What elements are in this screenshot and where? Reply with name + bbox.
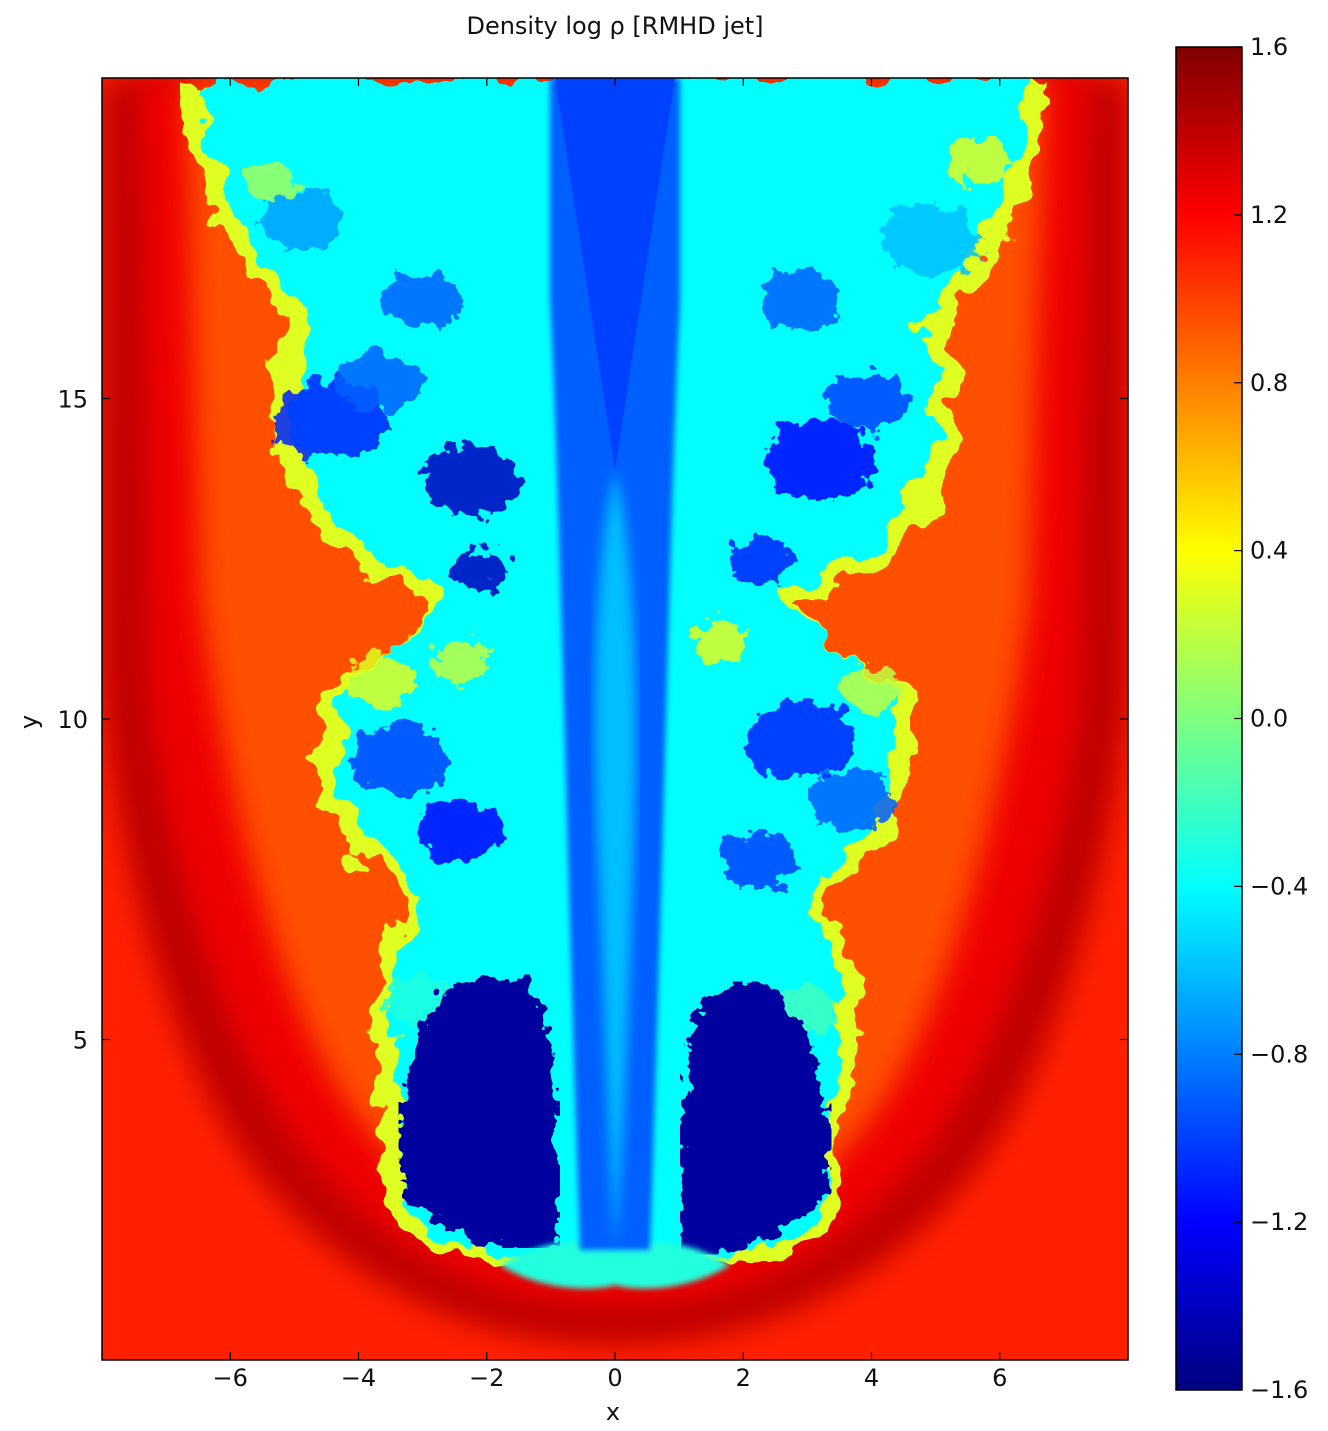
jet-head-cavity-right [680, 981, 832, 1255]
eddy [421, 445, 519, 515]
jet-recollimation [595, 470, 636, 1250]
colorbar: 1.6 1.2 0.8 0.4 0.0 −0.4 −0.8 −1.2 −1.6 [1175, 33, 1308, 1404]
colorbar-tick-label: 1.2 [1250, 201, 1288, 229]
colorbar-tick-label: 1.6 [1250, 33, 1288, 61]
colorbar-tick-label: −1.2 [1250, 1208, 1308, 1236]
x-axis-label: x [605, 1398, 621, 1426]
colorbar-tick-label: −1.6 [1250, 1376, 1308, 1404]
eddy [338, 350, 422, 410]
eddy [764, 420, 876, 500]
eddy [351, 725, 449, 795]
eddy [758, 270, 842, 330]
jet-head-cavity-left [398, 974, 560, 1248]
eddy [429, 638, 491, 682]
chart-title: Density log ρ [RMHD jet] [466, 12, 764, 40]
colorbar-gradient [1175, 46, 1243, 1391]
eddy [380, 272, 460, 328]
eddy [828, 370, 912, 430]
eddy [729, 538, 791, 582]
x-tick-label: −6 [213, 1364, 248, 1392]
x-tick-label: 6 [992, 1364, 1007, 1392]
x-tick-label: −2 [469, 1364, 504, 1392]
eddy [692, 620, 748, 660]
eddy [744, 700, 856, 780]
eddy [418, 800, 502, 860]
colorbar-tick-label: −0.4 [1250, 872, 1308, 900]
x-tick-label: 2 [736, 1364, 751, 1392]
x-tick-label: −4 [341, 1364, 376, 1392]
plot-axes: −6 −4 −2 0 2 4 6 5 10 15 [57, 77, 1129, 1392]
y-tick-label: 10 [57, 706, 88, 734]
jet-core-cone [555, 78, 675, 470]
eddy [946, 136, 1014, 184]
density-field [102, 78, 1128, 1360]
eddy [808, 770, 892, 830]
colorbar-tick-label: 0.8 [1250, 369, 1288, 397]
eddy [452, 550, 508, 590]
eddy [345, 655, 415, 705]
colorbar-tick-label: −0.8 [1250, 1040, 1308, 1068]
eddy [881, 205, 979, 275]
y-tick-label: 15 [57, 386, 88, 414]
eddy [258, 190, 342, 250]
eddy [720, 832, 800, 888]
eddy [242, 160, 298, 200]
colorbar-tick-label: 0.0 [1250, 705, 1288, 733]
colorbar-tick-label: 0.4 [1250, 537, 1288, 565]
turbulent-eddies [242, 136, 1014, 1035]
y-tick-label: 5 [73, 1027, 88, 1055]
eddy [839, 668, 901, 712]
jet-head-reflection [500, 1241, 730, 1289]
x-tick-label: 0 [607, 1364, 622, 1392]
x-tick-label: 4 [864, 1364, 879, 1392]
